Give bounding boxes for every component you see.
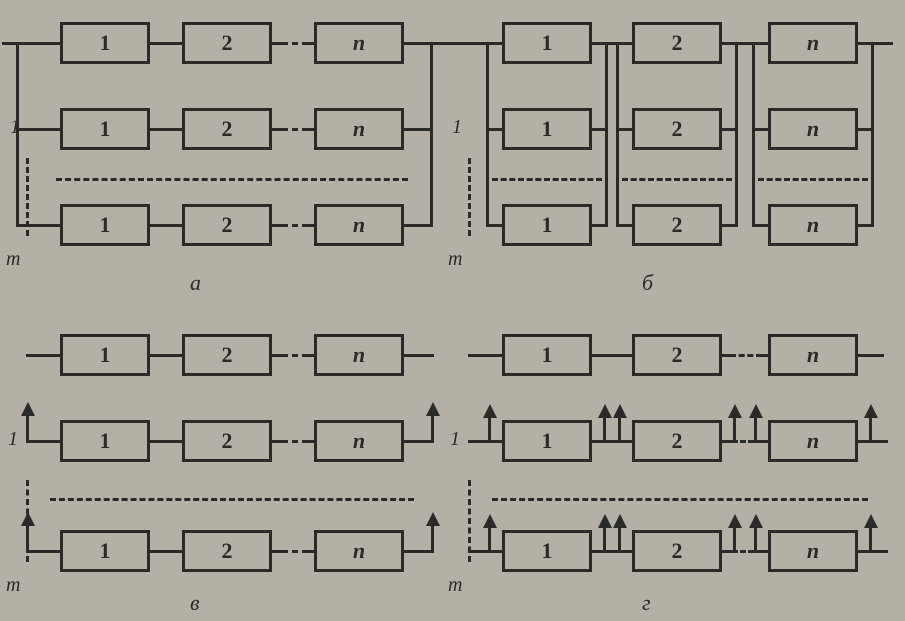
block-1: 1 [60,108,150,150]
block-n: n [768,530,858,572]
block-n: n [314,108,404,150]
row-label-m: m [6,574,20,597]
block-n: n [768,22,858,64]
block-label: n [353,214,365,236]
panel-letter: в [190,590,200,616]
block-1: 1 [502,204,592,246]
block-1: 1 [60,22,150,64]
block-label: 2 [672,540,683,562]
block-label: 1 [542,32,553,54]
block-label: 1 [542,344,553,366]
block-2: 2 [632,530,722,572]
block-label: 1 [100,214,111,236]
block-2: 2 [632,22,722,64]
block-1: 1 [502,334,592,376]
panel-g: 12n12n12n1mг [452,320,882,600]
block-label: n [353,430,365,452]
block-label: 2 [222,430,233,452]
block-label: n [807,540,819,562]
block-1: 1 [502,420,592,462]
block-label: n [807,32,819,54]
block-label: 1 [542,214,553,236]
row-label-1: 1 [10,116,20,139]
block-n: n [314,204,404,246]
block-label: 2 [222,540,233,562]
block-label: 2 [672,430,683,452]
block-2: 2 [182,22,272,64]
block-label: 1 [100,118,111,140]
block-label: 1 [100,430,111,452]
panel-v: 12n12n12n1mв [10,320,440,600]
block-2: 2 [182,334,272,376]
block-2: 2 [182,420,272,462]
block-label: n [807,430,819,452]
block-2: 2 [632,204,722,246]
row-label-m: m [448,248,462,271]
block-label: 1 [542,430,553,452]
block-label: 1 [542,540,553,562]
block-1: 1 [502,530,592,572]
panel-a: 12n12n12n1mа [10,8,440,288]
block-label: n [353,32,365,54]
panel-letter: а [190,270,201,296]
block-label: n [353,118,365,140]
block-label: n [353,540,365,562]
block-1: 1 [60,530,150,572]
block-label: n [807,214,819,236]
row-label-1: 1 [450,428,460,451]
block-1: 1 [60,204,150,246]
panel-letter: б [642,270,653,296]
block-1: 1 [502,22,592,64]
block-label: n [353,344,365,366]
row-label-1: 1 [452,116,462,139]
block-n: n [768,420,858,462]
row-label-1: 1 [8,428,18,451]
block-2: 2 [632,420,722,462]
row-label-m: m [448,574,462,597]
block-2: 2 [632,334,722,376]
block-1: 1 [60,334,150,376]
block-label: 2 [672,214,683,236]
block-1: 1 [60,420,150,462]
block-n: n [314,530,404,572]
block-2: 2 [182,204,272,246]
block-label: n [807,118,819,140]
block-n: n [314,334,404,376]
block-n: n [768,108,858,150]
block-label: 2 [672,118,683,140]
block-label: 2 [222,214,233,236]
block-1: 1 [502,108,592,150]
block-label: 2 [222,118,233,140]
block-label: 2 [672,344,683,366]
block-label: 2 [222,344,233,366]
block-label: 2 [672,32,683,54]
panel-b: 12n12n12n1mб [452,8,882,288]
block-n: n [768,334,858,376]
block-n: n [314,22,404,64]
block-label: 1 [100,32,111,54]
row-label-m: m [6,248,20,271]
block-label: 1 [542,118,553,140]
block-label: n [807,344,819,366]
block-n: n [314,420,404,462]
block-2: 2 [632,108,722,150]
block-label: 1 [100,540,111,562]
block-label: 2 [222,32,233,54]
block-label: 1 [100,344,111,366]
panel-letter: г [642,590,651,616]
block-2: 2 [182,530,272,572]
block-2: 2 [182,108,272,150]
block-n: n [768,204,858,246]
